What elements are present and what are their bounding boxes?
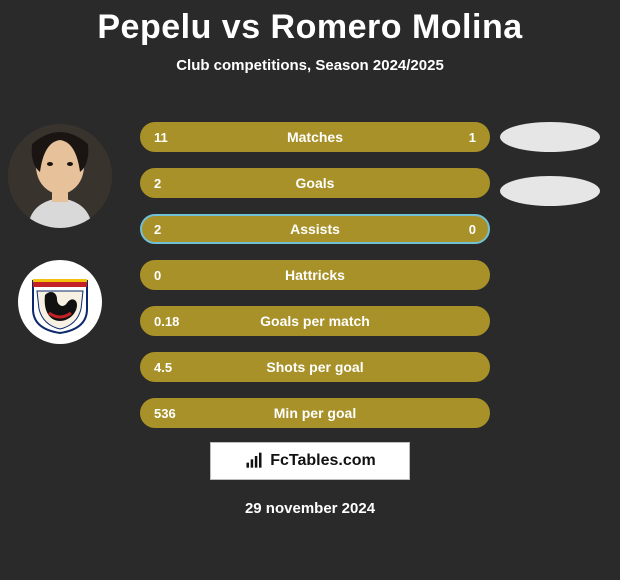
date-text: 29 november 2024	[0, 500, 620, 517]
brand-box: FcTables.com	[210, 442, 410, 480]
player-photo-left	[8, 124, 112, 228]
stat-label: Hattricks	[285, 267, 345, 283]
valencia-crest-icon	[27, 269, 93, 335]
stat-label: Goals per match	[260, 313, 370, 329]
stat-value-left: 4.5	[154, 360, 172, 375]
stat-value-left: 2	[154, 222, 161, 237]
stat-label: Assists	[290, 221, 340, 237]
stat-value-left: 0	[154, 268, 161, 283]
club-badge-left	[18, 260, 102, 344]
stat-row: 0.18 Goals per match	[140, 306, 490, 336]
player-head-icon	[8, 124, 112, 228]
stat-row: 11 Matches 1	[140, 122, 490, 152]
stat-row: 536 Min per goal	[140, 398, 490, 428]
stat-value-left: 0.18	[154, 314, 179, 329]
stat-value-left: 11	[154, 130, 168, 145]
bar-chart-icon	[244, 451, 264, 471]
stats-list: 11 Matches 1 2 Goals 2 Assists 0 0 Hattricks 0.18 G…	[140, 122, 490, 444]
stat-value-right: 0	[469, 222, 476, 237]
stat-row: 2 Goals	[140, 168, 490, 198]
stat-label: Matches	[287, 129, 343, 145]
stat-row: 2 Assists 0	[140, 214, 490, 244]
subtitle: Club competitions, Season 2024/2025	[0, 57, 620, 74]
stat-label: Shots per goal	[266, 359, 363, 375]
stat-value-right: 1	[469, 130, 476, 145]
stat-label: Goals	[296, 175, 335, 191]
stat-label: Min per goal	[274, 405, 356, 421]
stat-value-left: 536	[154, 406, 176, 421]
brand-text: FcTables.com	[270, 452, 376, 470]
stat-row: 0 Hattricks	[140, 260, 490, 290]
page-title: Pepelu vs Romero Molina	[0, 0, 620, 47]
stat-row: 4.5 Shots per goal	[140, 352, 490, 382]
opponent-badge-placeholder	[500, 176, 600, 206]
opponent-photo-placeholder	[500, 122, 600, 152]
stat-value-left: 2	[154, 176, 161, 191]
